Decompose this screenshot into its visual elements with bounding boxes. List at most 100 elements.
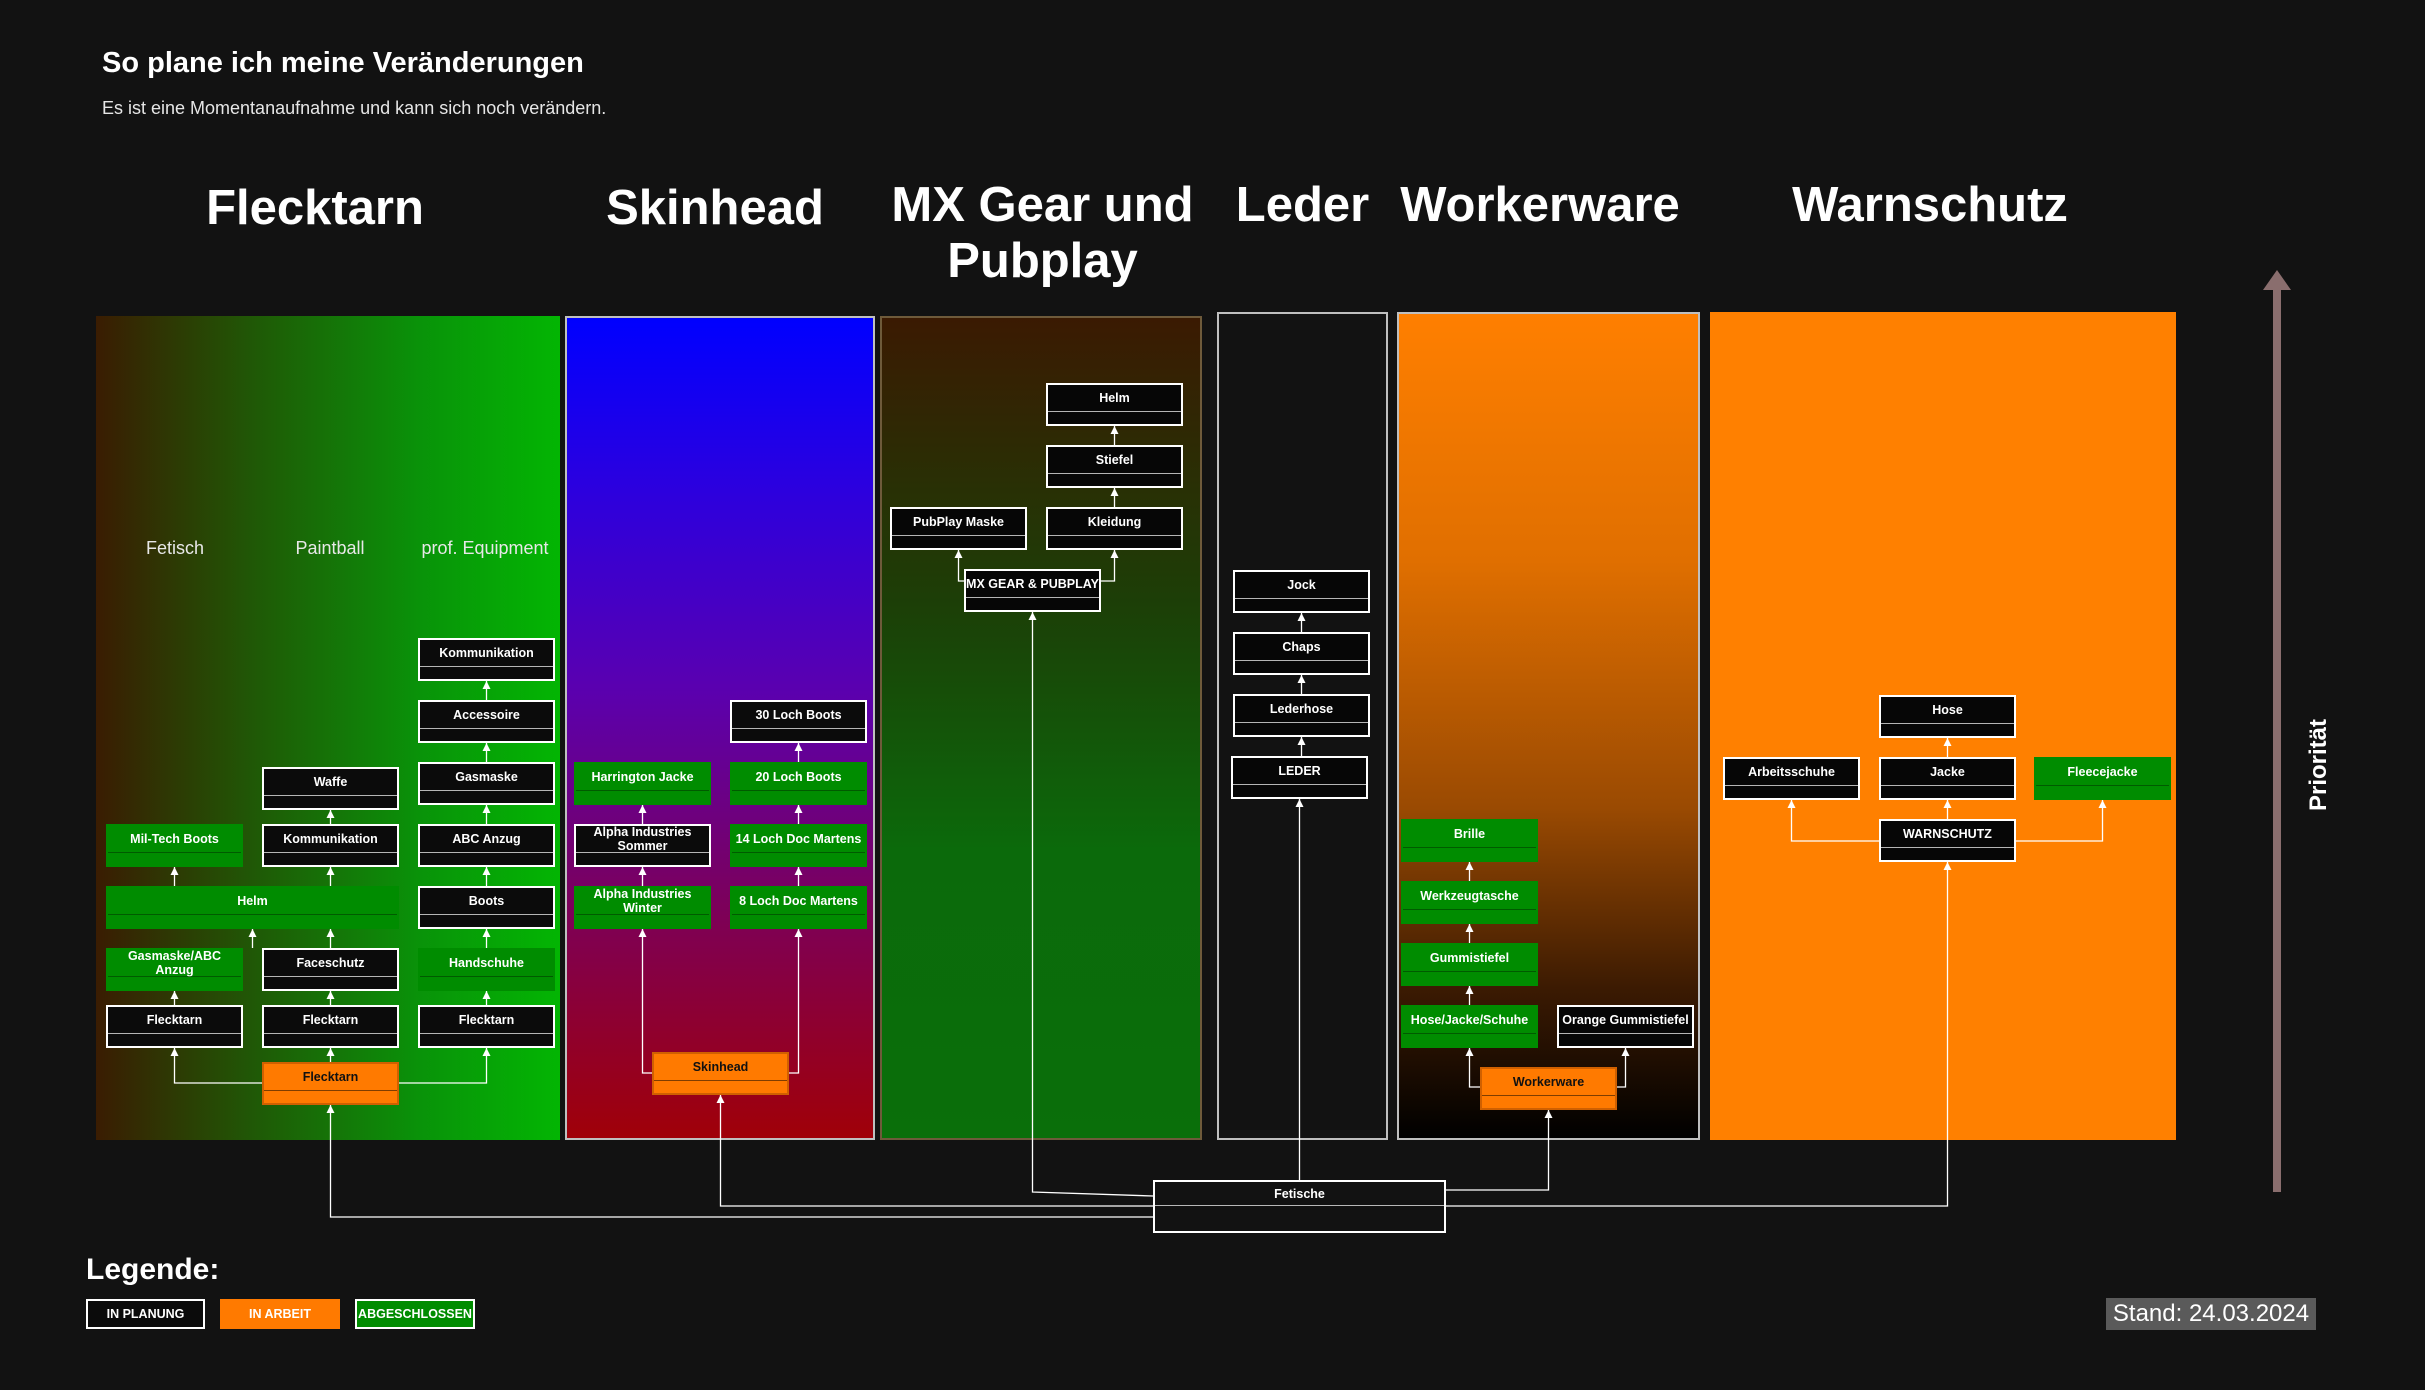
node-lederhose[interactable]: Lederhose	[1233, 694, 1370, 737]
node-werkzeugtasche[interactable]: Werkzeugtasche	[1401, 881, 1538, 924]
node-label: Lederhose	[1269, 702, 1334, 716]
connector	[2016, 800, 2104, 842]
node-fetische-root[interactable]: Fetische	[1153, 1180, 1446, 1233]
node-pubplay-maske[interactable]: PubPlay Maske	[890, 507, 1027, 550]
node-warnschutz-jacke[interactable]: Jacke	[1879, 757, 2016, 800]
node-workerware-root[interactable]: Workerware	[1480, 1067, 1617, 1110]
node-label: Helm	[237, 894, 268, 908]
connector-arrowhead	[794, 867, 803, 875]
connector-arrowhead	[2098, 800, 2107, 808]
node-gasmaske[interactable]: Gasmaske	[418, 762, 555, 805]
category-title-flecktarn: Flecktarn	[206, 181, 424, 235]
connector-arrowhead	[170, 1048, 179, 1056]
node-chaps[interactable]: Chaps	[1233, 632, 1370, 675]
node-mil-tech-boots[interactable]: Mil-Tech Boots	[106, 824, 243, 867]
connector-arrowhead	[1621, 1048, 1630, 1056]
connector-arrowhead	[1297, 675, 1306, 683]
node-label: Flecktarn	[458, 1013, 515, 1027]
connector-arrowhead	[1943, 862, 1952, 870]
node-14-loch-doc-martens[interactable]: 14 Loch Doc Martens	[730, 824, 867, 867]
node-alpha-industries-winter[interactable]: Alpha Industries Winter	[574, 886, 711, 929]
node-boots[interactable]: Boots	[418, 886, 555, 929]
node-flecktarn-root[interactable]: Flecktarn	[262, 1062, 399, 1105]
node-fetisch-flecktarn[interactable]: Flecktarn	[106, 1005, 243, 1048]
node-label: Alpha Industries Winter	[593, 887, 692, 915]
node-label: Kommunikation	[283, 832, 378, 846]
connector-arrowhead	[326, 810, 335, 818]
connector-arrowhead	[326, 867, 335, 875]
node-kleidung[interactable]: Kleidung	[1046, 507, 1183, 550]
node-label: Accessoire	[453, 708, 520, 722]
node-30-loch-boots[interactable]: 30 Loch Boots	[730, 700, 867, 743]
node-label: Skinhead	[692, 1060, 749, 1074]
node-equipment-kommunikation[interactable]: Kommunikation	[418, 638, 555, 681]
node-stiefel[interactable]: Stiefel	[1046, 445, 1183, 488]
node-paintball-kommunikation[interactable]: Kommunikation	[262, 824, 399, 867]
node-warnschutz-hose[interactable]: Hose	[1879, 695, 2016, 738]
node-helm[interactable]: Helm	[106, 886, 399, 929]
node-mx-gear-pubplay-root[interactable]: MX GEAR & PUBPLAY	[964, 569, 1101, 612]
node-label: Jacke	[1930, 765, 1965, 779]
connector-arrowhead	[482, 805, 491, 813]
node-accessoire[interactable]: Accessoire	[418, 700, 555, 743]
node-paintball-flecktarn[interactable]: Flecktarn	[262, 1005, 399, 1048]
node-label: Harrington Jacke	[591, 770, 694, 784]
connector-arrowhead	[170, 991, 179, 999]
node-label: Gasmaske	[455, 770, 518, 784]
node-label: Arbeitsschuhe	[1748, 765, 1835, 779]
node-label: MX GEAR & PUBPLAY	[966, 577, 1099, 591]
node-fleecejacke[interactable]: Fleecejacke	[2034, 757, 2171, 800]
node-equipment-flecktarn[interactable]: Flecktarn	[418, 1005, 555, 1048]
group-label-paintball: Paintball	[295, 538, 365, 558]
node-abc-anzug[interactable]: ABC Anzug	[418, 824, 555, 867]
connector-arrowhead	[794, 805, 803, 813]
node-label: Flecktarn	[146, 1013, 203, 1027]
connector-arrowhead	[954, 550, 963, 558]
node-label: Helm	[1099, 391, 1130, 405]
connector	[399, 1048, 488, 1084]
connector-arrowhead	[326, 991, 335, 999]
node-gasmaske-abc-anzug[interactable]: Gasmaske/ABC Anzug	[106, 948, 243, 991]
connector-arrowhead	[638, 805, 647, 813]
connector-arrowhead	[1297, 737, 1306, 745]
node-label: Faceschutz	[296, 956, 365, 970]
connector-arrowhead	[1028, 612, 1037, 620]
node-brille[interactable]: Brille	[1401, 819, 1538, 862]
node-alpha-industries-sommer[interactable]: Alpha Industries Sommer	[574, 824, 711, 867]
node-orange-gummistiefel[interactable]: Orange Gummistiefel	[1557, 1005, 1694, 1048]
node-hose-jacke-schuhe[interactable]: Hose/Jacke/Schuhe	[1401, 1005, 1538, 1048]
node-gummistiefel[interactable]: Gummistiefel	[1401, 943, 1538, 986]
category-title-mx-gear: MX Gear und Pubplay	[891, 178, 1194, 288]
connector	[173, 1048, 262, 1084]
node-skinhead-root[interactable]: Skinhead	[652, 1052, 789, 1095]
priority-axis-label: Priorität	[2305, 719, 2332, 812]
connector-arrowhead	[482, 743, 491, 751]
node-waffe[interactable]: Waffe	[262, 767, 399, 810]
node-20-loch-boots[interactable]: 20 Loch Boots	[730, 762, 867, 805]
node-jock[interactable]: Jock	[1233, 570, 1370, 613]
connector-arrowhead	[1110, 550, 1119, 558]
node-label: Waffe	[313, 775, 348, 789]
connector-arrowhead	[1110, 488, 1119, 496]
node-handschuhe[interactable]: Handschuhe	[418, 948, 555, 991]
node-8-loch-doc-martens[interactable]: 8 Loch Doc Martens	[730, 886, 867, 929]
connector-arrowhead	[326, 929, 335, 937]
connector-arrowhead	[482, 1048, 491, 1056]
connector-arrowhead	[1544, 1110, 1553, 1118]
connector-arrowhead	[248, 929, 257, 937]
node-leder-root[interactable]: LEDER	[1231, 756, 1368, 799]
node-label: Orange Gummistiefel	[1562, 1013, 1689, 1027]
page-title: So plane ich meine Veränderungen	[102, 47, 584, 79]
connector	[641, 929, 652, 1074]
node-mx-helm[interactable]: Helm	[1046, 383, 1183, 426]
node-warnschutz-root[interactable]: WARNSCHUTZ	[1879, 819, 2016, 862]
connector	[789, 929, 800, 1074]
node-label: ABC Anzug	[452, 832, 521, 846]
node-label: Alpha Industries Sommer	[593, 825, 692, 853]
connector-arrowhead	[1110, 426, 1119, 434]
node-label: Fetische	[1274, 1186, 1325, 1201]
node-faceschutz[interactable]: Faceschutz	[262, 948, 399, 991]
node-harrington-jacke[interactable]: Harrington Jacke	[574, 762, 711, 805]
node-label: 8 Loch Doc Martens	[739, 894, 858, 908]
node-arbeitsschuhe[interactable]: Arbeitsschuhe	[1723, 757, 1860, 800]
